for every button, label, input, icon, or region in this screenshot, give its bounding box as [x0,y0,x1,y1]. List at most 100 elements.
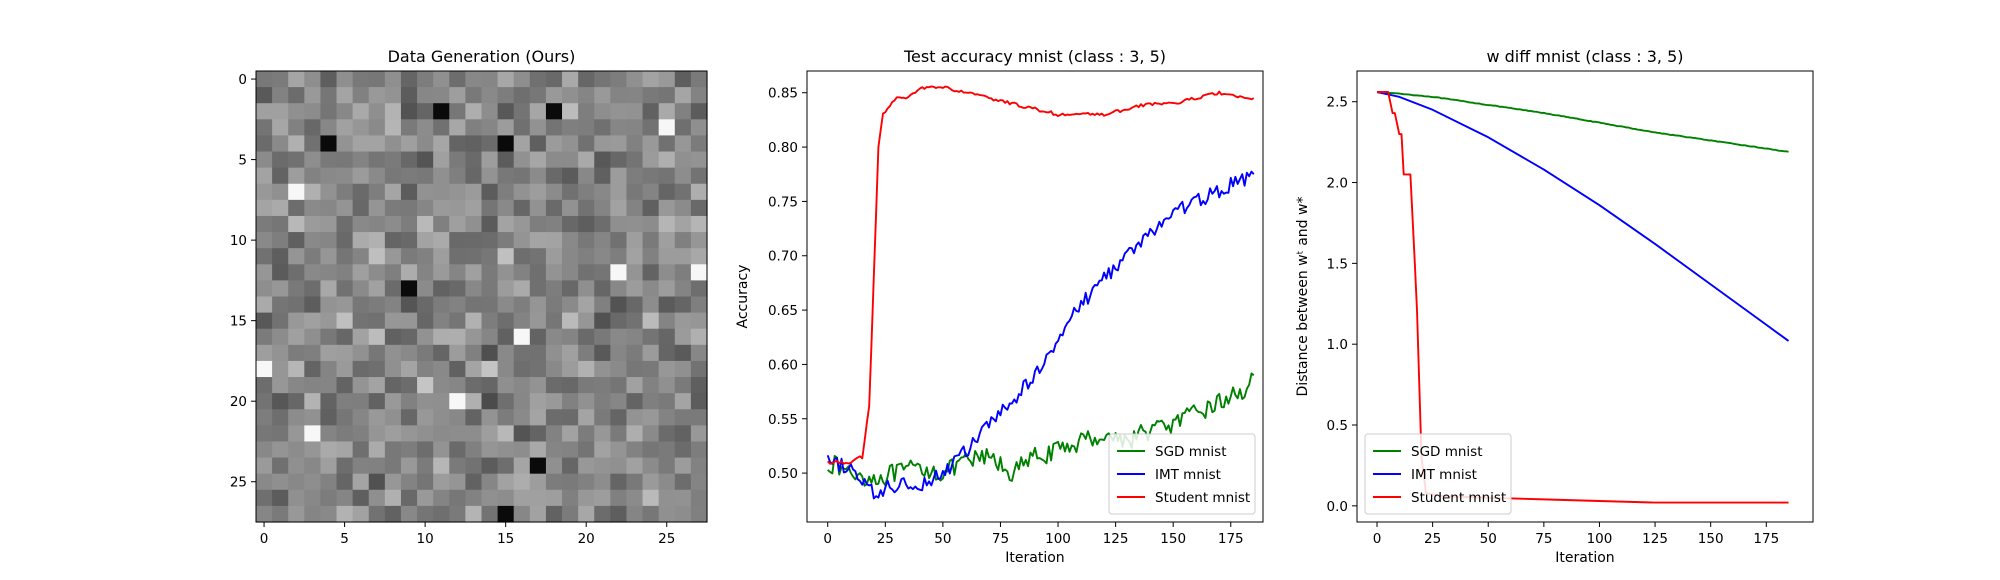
heatmap-cell [513,199,531,217]
heatmap-cell [529,360,547,378]
heatmap-cell [352,505,370,523]
axes-frame [806,70,1264,523]
heatmap-cell [610,489,628,507]
heatmap-cell [272,183,289,201]
heatmap-cell [352,296,370,314]
heatmap-cell [272,328,289,346]
heatmap-cell [674,328,692,346]
heatmap-cell [288,425,305,443]
heatmap-cell [690,489,708,507]
heatmap-cell [497,215,515,233]
heatmap-cell [433,473,450,491]
heatmap-cell [417,71,434,88]
heatmap-cell [272,167,289,185]
heatmap-cell [400,135,418,153]
x-tick-label: 0 [260,531,269,547]
heatmap-cell [626,360,644,378]
heatmap-cell [562,425,579,443]
y-tick-label: 0.0 [1327,499,1348,515]
heatmap-cell [674,119,692,137]
heatmap-cell [304,199,322,217]
heatmap-cell [513,280,531,298]
heatmap-cell [433,264,450,281]
heatmap-cell [384,167,402,185]
y-tick-label: 0.5 [1327,418,1348,434]
heatmap-cell [594,296,611,314]
heatmap-cell [626,232,644,249]
heatmap-cell [417,457,434,475]
heatmap-cell [400,425,418,443]
heatmap-cell [400,377,418,394]
heatmap-cell [304,489,322,507]
heatmap-cell [642,119,660,137]
heatmap-cell [449,441,466,459]
heatmap-cell [658,377,676,394]
heatmap-cell [433,344,450,362]
heatmap-cell [256,71,273,88]
heatmap-cell [449,312,466,330]
heatmap-cell [320,280,338,298]
heatmap-cell [594,167,611,185]
heatmap-cell [433,87,450,104]
heatmap-cell [417,264,434,281]
heatmap-cell [594,360,611,378]
heatmap-cell [610,409,628,426]
heatmap-cell [642,199,660,217]
heatmap-cell [449,473,466,491]
heatmap-cell [384,473,402,491]
chart-title: Data Generation (Ours) [388,47,576,66]
heatmap-cell [529,264,547,281]
heatmap-cell [352,393,370,410]
heatmap-cell [481,71,499,88]
heatmap-cell [626,473,644,491]
heatmap-cell [545,199,563,217]
series-line-student-mnist [827,85,1255,465]
heatmap-cell [433,71,450,88]
heatmap-cell [336,215,354,233]
heatmap-cell [594,377,611,394]
heatmap-cell [497,280,515,298]
heatmap-cell [529,280,547,298]
heatmap-cell [288,296,305,314]
heatmap-cell [497,183,515,201]
heatmap-cell [578,457,595,475]
heatmap-cell [690,393,708,410]
heatmap-cell [449,215,466,233]
heatmap-cell [256,425,273,443]
heatmap-cell [465,377,483,394]
heatmap-cell [400,473,418,491]
x-tick-label: 15 [497,531,514,547]
heatmap-cell [352,264,370,281]
heatmap-cell [594,328,611,346]
heatmap-cell [610,183,628,201]
heatmap-cell [674,280,692,298]
heatmap-cell [497,360,515,378]
heatmap-cell [449,344,466,362]
heatmap-cell [433,312,450,330]
heatmap-cell [674,312,692,330]
heatmap-cell [690,344,708,362]
heatmap-cell [610,441,628,459]
heatmap-cell [449,280,466,298]
heatmap-cell [336,296,354,314]
heatmap-cell [481,473,499,491]
heatmap-cell [562,312,579,330]
heatmap-cell [288,328,305,346]
heatmap-cell [578,425,595,443]
heatmap-cell [690,135,708,153]
heatmap-cell [288,119,305,137]
heatmap-cell [449,167,466,185]
heatmap-cell [368,328,386,346]
heatmap-cell [674,71,692,88]
heatmap-cell [368,409,386,426]
heatmap-cell [562,457,579,475]
heatmap-cell [256,393,273,410]
heatmap-cell [513,505,531,523]
heatmap-cell [400,312,418,330]
heatmap-cell [304,393,322,410]
heatmap-cell [288,215,305,233]
heatmap-cell [513,248,531,265]
heatmap-cell [256,505,273,523]
heatmap-cell [674,505,692,523]
heatmap-cell [545,248,563,265]
